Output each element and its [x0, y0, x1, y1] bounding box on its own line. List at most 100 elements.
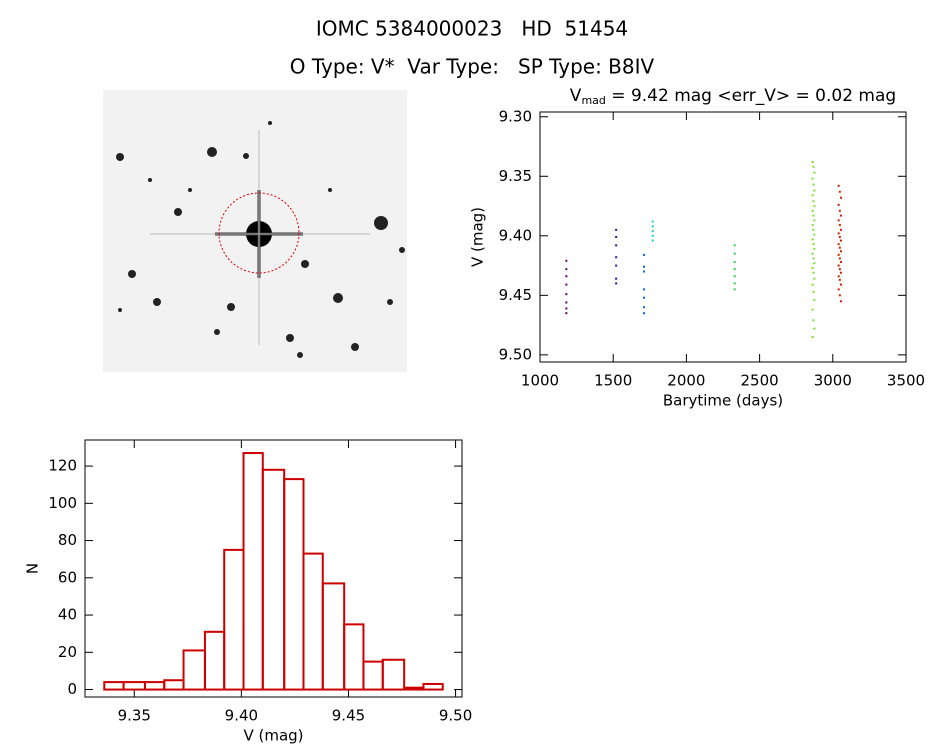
x-tick-label: 3000: [814, 372, 852, 390]
data-point: [651, 239, 654, 242]
data-point: [837, 184, 840, 187]
data-point: [839, 261, 842, 263]
y-tick-label: 9.35: [499, 167, 532, 185]
data-point: [813, 205, 816, 208]
plot-frame: [539, 111, 907, 363]
data-point: [565, 312, 568, 315]
histogram-bar: [362, 660, 384, 691]
data-point: [642, 312, 645, 315]
data-point: [839, 228, 842, 231]
data-point: [615, 277, 618, 280]
data-point: [839, 250, 842, 253]
data-point: [839, 271, 842, 274]
y-axis-label: V (mag): [469, 207, 487, 267]
x-tick-label: 1500: [594, 372, 632, 390]
data-point: [812, 183, 815, 186]
data-point: [838, 246, 841, 249]
data-point: [565, 259, 568, 262]
y-tick-label: 60: [58, 568, 77, 586]
histogram-bar: [182, 649, 206, 691]
data-point: [812, 228, 815, 231]
data-point: [642, 265, 645, 268]
histogram-bar: [143, 681, 166, 691]
y-tick-label: 100: [48, 494, 77, 512]
data-point: [839, 196, 842, 199]
x-axis-label: V (mag): [243, 727, 303, 745]
data-point: [811, 177, 814, 180]
y-axis-label: N: [24, 563, 42, 574]
data-point: [813, 233, 816, 236]
data-point: [733, 282, 736, 285]
data-point: [811, 283, 814, 286]
y-tick-label: 9.30: [499, 107, 532, 125]
data-point: [838, 236, 841, 238]
data-point: [838, 278, 841, 281]
histogram-bar: [163, 679, 185, 691]
data-point: [811, 308, 814, 311]
data-point: [565, 293, 568, 296]
data-point: [733, 288, 736, 291]
data-point: [813, 277, 816, 280]
data-point: [565, 268, 568, 271]
data-point: [838, 268, 841, 271]
histogram-bar: [302, 552, 324, 691]
data-point: [813, 189, 816, 192]
data-point: [812, 257, 815, 260]
star-field-image: [103, 90, 407, 372]
data-point: [812, 319, 815, 322]
data-point: [642, 270, 645, 273]
x-tick-label: 3500: [887, 372, 925, 390]
plot-title: Vmad = 9.42 mag <err_V> = 0.02 mag: [570, 86, 896, 107]
histogram-bar: [203, 630, 226, 691]
data-point: [565, 283, 568, 286]
main-subtitle: O Type: V* Var Type: SP Type: B8IV: [290, 55, 655, 79]
histogram-bar: [381, 658, 406, 691]
y-tick-label: 40: [58, 606, 77, 624]
data-point: [838, 209, 841, 212]
main-title: IOMC 5384000023 HD 51454: [316, 17, 628, 41]
data-point: [813, 327, 816, 330]
data-point: [812, 290, 815, 293]
data-point: [811, 224, 814, 227]
data-point: [838, 190, 841, 193]
data-point: [733, 275, 736, 278]
y-tick-label: 9.50: [499, 345, 532, 363]
data-point: [615, 236, 618, 238]
x-tick-label: 1000: [521, 372, 559, 390]
y-tick-label: 80: [58, 531, 77, 549]
data-point: [838, 257, 841, 260]
data-point: [615, 282, 618, 285]
data-point: [615, 244, 618, 247]
data-point: [813, 247, 816, 250]
data-point: [615, 264, 618, 267]
data-point: [839, 300, 842, 303]
data-point: [811, 252, 814, 255]
y-tick-label: 9.40: [499, 226, 532, 244]
data-point: [565, 301, 568, 304]
data-point: [651, 234, 654, 237]
data-point: [839, 239, 842, 242]
data-point: [615, 228, 618, 231]
plot-frame: [84, 439, 463, 698]
plot-title-subscript: mad: [581, 94, 605, 107]
data-point: [837, 203, 840, 206]
histogram-bar: [283, 478, 305, 691]
data-point: [837, 275, 840, 278]
data-point: [811, 238, 814, 241]
data-point: [813, 262, 816, 265]
data-point: [642, 253, 645, 256]
plot-title-main: V: [570, 86, 582, 106]
histogram-bar: [122, 681, 146, 691]
data-point: [811, 161, 814, 163]
plot-title-rest: = 9.42 mag <err_V> = 0.02 mag: [606, 86, 896, 106]
data-point: [811, 209, 814, 212]
data-point: [733, 252, 736, 255]
data-point: [812, 165, 815, 168]
data-point: [839, 283, 842, 286]
data-point: [642, 296, 645, 299]
y-tick-label: 20: [58, 643, 77, 661]
x-tick-label: 9.35: [118, 707, 151, 725]
histogram-bar: [422, 682, 444, 691]
data-point: [733, 244, 736, 247]
